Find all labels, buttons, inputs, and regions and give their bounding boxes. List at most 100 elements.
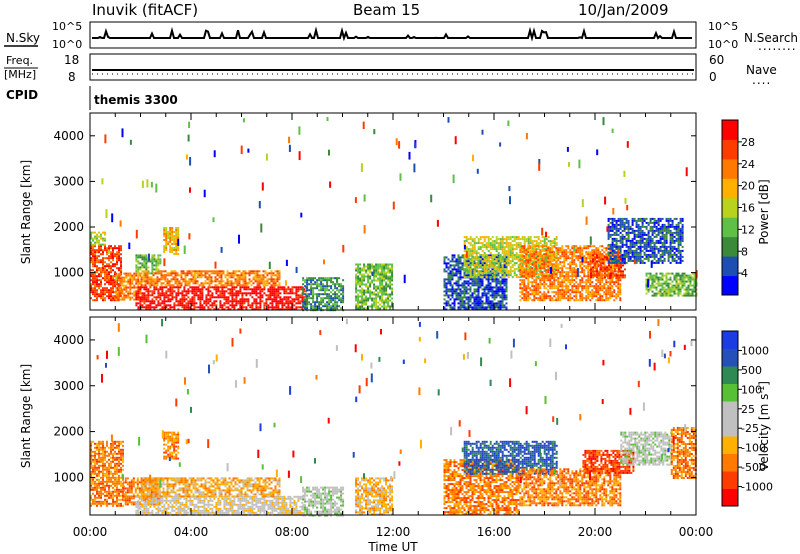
data-cell: [287, 304, 290, 307]
data-cell: [217, 290, 220, 293]
data-cell: [116, 259, 118, 262]
data-cell: [186, 272, 189, 275]
data-cell: [592, 266, 594, 269]
data-cell: [489, 266, 492, 269]
data-cell: [463, 274, 466, 277]
data-cell: [620, 276, 622, 279]
data-cell: [256, 282, 259, 285]
data-cell: [209, 286, 212, 289]
data-cell: [608, 268, 610, 271]
data-cell: [515, 268, 518, 271]
data-cell: [519, 254, 522, 257]
data-cell: [583, 245, 586, 248]
data-cell: [262, 276, 265, 279]
data-cell: [320, 289, 323, 292]
data-cell: [175, 286, 178, 289]
data-cell: [143, 264, 146, 267]
data-cell: [455, 298, 458, 301]
data-cell: [537, 251, 540, 254]
data-cell: [477, 278, 480, 281]
data-cell: [100, 285, 102, 288]
data-cell: [547, 253, 550, 256]
data-cell: [123, 278, 126, 281]
data-cell: [244, 270, 247, 273]
data-cell: [198, 276, 201, 279]
data-cell: [371, 267, 374, 270]
data-cell: [507, 242, 510, 245]
data-cell: [559, 297, 562, 300]
data-cell: [523, 240, 526, 243]
data-cell: [177, 249, 180, 251]
data-cell: [310, 293, 313, 296]
data-cell: [471, 252, 474, 255]
data-cell: [533, 263, 536, 266]
data-cell: [257, 286, 260, 289]
data-cell: [197, 298, 200, 301]
data-cell: [609, 217, 612, 220]
data-cell: [569, 297, 572, 300]
data-cell: [499, 304, 502, 307]
data-cell: [110, 267, 112, 270]
data-cell: [461, 286, 464, 289]
data-cell: [525, 291, 528, 294]
data-cell: [383, 277, 386, 280]
data-cell: [147, 290, 150, 293]
data-cell: [330, 285, 333, 288]
data-cell: [116, 247, 118, 250]
data-cell: [557, 287, 560, 290]
data-cell: [505, 258, 508, 261]
data-cell: [517, 236, 520, 239]
data-cell: [481, 256, 484, 259]
data-cell: [275, 296, 278, 299]
data-cell: [485, 258, 488, 261]
data-cell: [112, 295, 114, 298]
data-cell: [467, 260, 470, 263]
data-cell: [90, 259, 92, 262]
data-cell: [569, 251, 572, 254]
data-cell: [110, 293, 112, 296]
data-cell: [605, 249, 608, 252]
data-cell: [270, 284, 273, 287]
data-cell: [545, 245, 548, 248]
data-cell: [231, 294, 234, 297]
data-cell: [211, 306, 214, 309]
data-cell: [599, 289, 602, 292]
data-cell: [511, 264, 514, 267]
data-cell: [137, 306, 140, 309]
data-cell: [603, 285, 606, 288]
data-cell: [604, 266, 606, 269]
data-cell: [543, 245, 546, 248]
data-cell: [537, 276, 540, 279]
data-cell: [272, 278, 275, 281]
data-cell: [175, 292, 178, 295]
data-cell: [391, 293, 394, 296]
data-cell: [238, 278, 241, 281]
data-cell: [208, 276, 211, 279]
data-cell: [153, 288, 156, 291]
data-cell: [463, 282, 466, 285]
data-cell: [92, 251, 94, 254]
data-cell: [338, 289, 341, 292]
data-cell: [483, 268, 486, 271]
data-cell: [614, 268, 616, 271]
data-cell: [553, 276, 556, 279]
data-cell: [469, 252, 472, 255]
data-cell: [547, 257, 550, 260]
data-cell: [587, 245, 590, 248]
data-cell: [121, 284, 124, 287]
data-cell: [499, 276, 502, 279]
data-cell: [600, 264, 602, 267]
data-cell: [571, 291, 574, 294]
data-cell: [373, 279, 376, 282]
data-cell: [258, 274, 261, 277]
data-cell: [575, 299, 578, 302]
date-title: 10/Jan/2009: [578, 1, 669, 19]
data-cell: [553, 255, 556, 258]
data-cell: [590, 268, 592, 271]
data-cell: [463, 288, 466, 291]
data-cell: [521, 267, 524, 270]
data-cell: [493, 274, 496, 277]
data-cell: [521, 265, 524, 268]
data-cell: [193, 298, 196, 301]
data-cell: [90, 235, 92, 238]
